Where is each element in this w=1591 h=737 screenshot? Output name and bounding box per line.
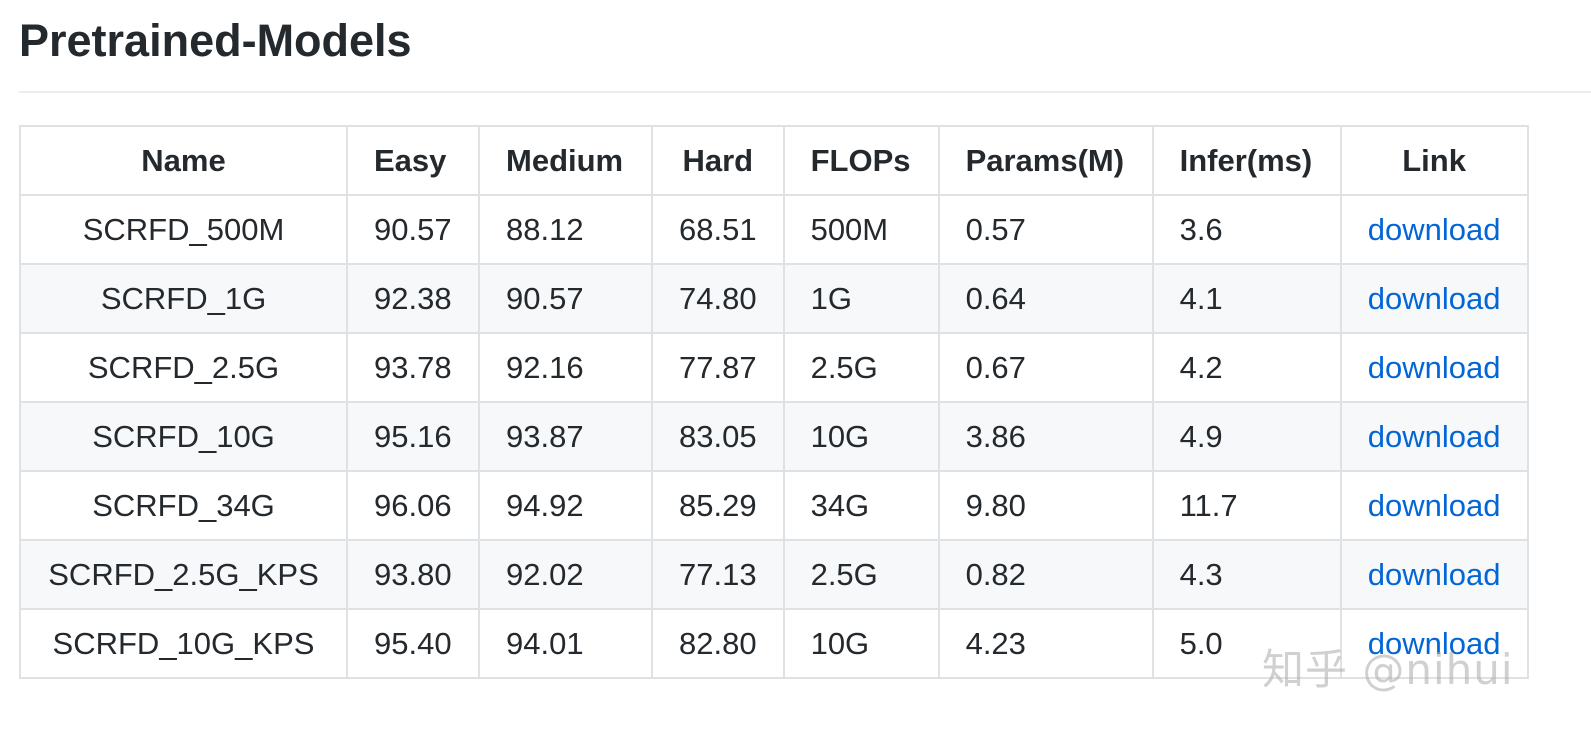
cell-params: 0.67 [937,332,1154,403]
column-header-link: Link [1339,125,1529,196]
cell-medium: 94.01 [478,608,653,679]
cell-params: 0.82 [937,539,1154,610]
cell-link: download [1339,263,1529,334]
column-header-easy: Easy [346,125,480,196]
table-row: SCRFD_2.5G_KPS 93.80 92.02 77.13 2.5G 0.… [19,539,1529,610]
cell-link: download [1339,470,1529,541]
table-header-row: Name Easy Medium Hard FLOPs Params(M) In… [19,125,1529,196]
cell-medium: 90.57 [478,263,653,334]
table-row: SCRFD_2.5G 93.78 92.16 77.87 2.5G 0.67 4… [19,332,1529,403]
table-row: SCRFD_10G_KPS 95.40 94.01 82.80 10G 4.23… [19,608,1529,679]
pretrained-models-table: Name Easy Medium Hard FLOPs Params(M) In… [19,125,1529,679]
download-link[interactable]: download [1367,211,1501,247]
cell-hard: 77.13 [651,539,785,610]
cell-medium: 94.92 [478,470,653,541]
cell-medium: 93.87 [478,401,653,472]
cell-infer: 11.7 [1151,470,1342,541]
cell-hard: 82.80 [651,608,785,679]
cell-flops: 2.5G [782,332,940,403]
download-link[interactable]: download [1367,487,1501,523]
page-title: Pretrained-Models [19,15,412,66]
cell-params: 3.86 [937,401,1154,472]
table-row: SCRFD_34G 96.06 94.92 85.29 34G 9.80 11.… [19,470,1529,541]
cell-hard: 68.51 [651,194,785,265]
cell-flops: 500M [782,194,940,265]
cell-name: SCRFD_2.5G [19,332,348,403]
cell-infer: 4.1 [1151,263,1342,334]
cell-infer: 3.6 [1151,194,1342,265]
download-link[interactable]: download [1367,280,1501,316]
column-header-hard: Hard [651,125,785,196]
cell-name: SCRFD_10G_KPS [19,608,348,679]
cell-params: 4.23 [937,608,1154,679]
column-header-infer: Infer(ms) [1151,125,1342,196]
column-header-name: Name [19,125,348,196]
cell-name: SCRFD_10G [19,401,348,472]
cell-link: download [1339,401,1529,472]
cell-name: SCRFD_500M [19,194,348,265]
table-row: SCRFD_10G 95.16 93.87 83.05 10G 3.86 4.9… [19,401,1529,472]
cell-name: SCRFD_34G [19,470,348,541]
cell-link: download [1339,194,1529,265]
cell-name: SCRFD_2.5G_KPS [19,539,348,610]
download-link[interactable]: download [1367,349,1501,385]
cell-params: 9.80 [937,470,1154,541]
column-header-flops: FLOPs [782,125,940,196]
cell-flops: 10G [782,608,940,679]
cell-link: download [1339,332,1529,403]
cell-hard: 85.29 [651,470,785,541]
cell-medium: 92.16 [478,332,653,403]
cell-easy: 92.38 [346,263,480,334]
cell-infer: 4.2 [1151,332,1342,403]
cell-medium: 92.02 [478,539,653,610]
cell-flops: 10G [782,401,940,472]
column-header-params: Params(M) [937,125,1154,196]
cell-easy: 93.78 [346,332,480,403]
cell-flops: 2.5G [782,539,940,610]
cell-medium: 88.12 [478,194,653,265]
cell-easy: 95.40 [346,608,480,679]
column-header-medium: Medium [478,125,653,196]
cell-flops: 1G [782,263,940,334]
download-link[interactable]: download [1367,418,1501,454]
cell-hard: 77.87 [651,332,785,403]
cell-params: 0.57 [937,194,1154,265]
cell-easy: 90.57 [346,194,480,265]
cell-link: download [1339,608,1529,679]
cell-hard: 74.80 [651,263,785,334]
cell-name: SCRFD_1G [19,263,348,334]
download-link[interactable]: download [1367,556,1501,592]
cell-easy: 93.80 [346,539,480,610]
cell-hard: 83.05 [651,401,785,472]
cell-params: 0.64 [937,263,1154,334]
cell-infer: 5.0 [1151,608,1342,679]
cell-easy: 95.16 [346,401,480,472]
cell-infer: 4.3 [1151,539,1342,610]
heading-divider [19,91,1591,93]
download-link[interactable]: download [1367,625,1501,661]
table-row: SCRFD_1G 92.38 90.57 74.80 1G 0.64 4.1 d… [19,263,1529,334]
cell-easy: 96.06 [346,470,480,541]
cell-flops: 34G [782,470,940,541]
cell-link: download [1339,539,1529,610]
cell-infer: 4.9 [1151,401,1342,472]
table-row: SCRFD_500M 90.57 88.12 68.51 500M 0.57 3… [19,194,1529,265]
